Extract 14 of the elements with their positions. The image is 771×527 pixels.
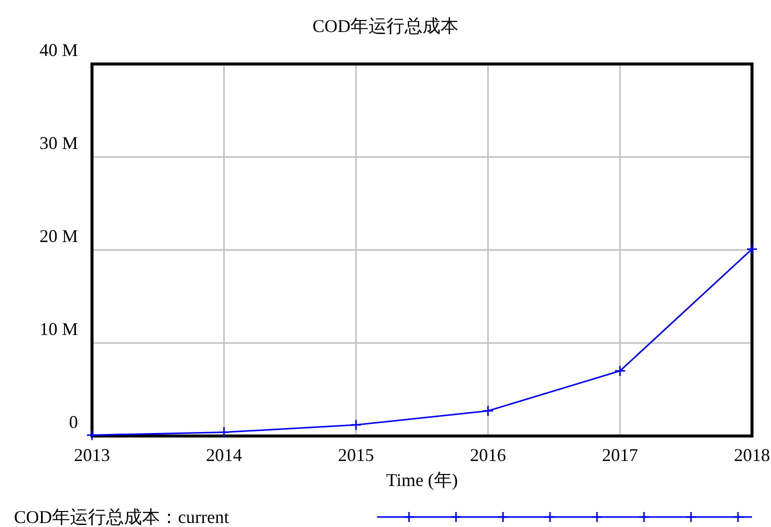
xtick: 2018 bbox=[734, 445, 770, 465]
xtick: 2015 bbox=[338, 445, 374, 465]
legend-label: COD年运行总成本：current bbox=[14, 507, 229, 527]
title: COD年运行总成本 bbox=[312, 16, 458, 36]
ytick: 40 M bbox=[39, 40, 78, 60]
ytick: 20 M bbox=[39, 226, 78, 246]
xlabel: Time (年) bbox=[386, 470, 458, 490]
ytick: 0 bbox=[69, 412, 78, 432]
xtick: 2016 bbox=[470, 445, 506, 465]
xtick: 2017 bbox=[602, 445, 638, 465]
ytick: 30 M bbox=[39, 133, 78, 153]
ytick: 10 M bbox=[39, 319, 78, 339]
xtick: 2013 bbox=[74, 445, 110, 465]
xtick: 2014 bbox=[206, 445, 242, 465]
